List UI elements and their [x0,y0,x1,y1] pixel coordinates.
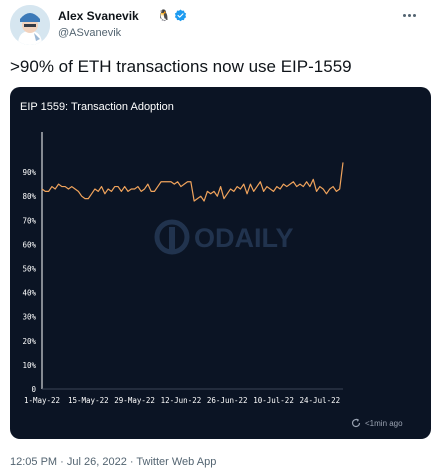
updated-label: <1min ago [365,419,403,428]
x-tick-label: 24-Jul-22 [300,396,341,405]
x-tick-label: 29-May-22 [114,396,155,405]
series-line [41,162,344,202]
refresh-icon [351,418,361,428]
x-tick-label: 1-May-22 [24,396,60,405]
tweet-time-link[interactable]: 12:05 PM · Jul 26, 2022 [10,456,127,468]
y-tick-label: 20% [22,337,36,346]
watermark-text: ODAILY [194,223,294,253]
y-tick-label: 70% [22,216,36,225]
x-tick-label: 26-Jun-22 [207,396,248,405]
x-tick-label: 10-Jul-22 [253,396,294,405]
avatar[interactable] [10,5,50,45]
y-tick-label: 60% [22,240,36,249]
avatar-image [10,5,50,45]
y-tick-label: 50% [22,265,36,274]
penguin-emoji: 🐧 [157,10,171,22]
y-tick-label: 0 [31,385,36,394]
tweet-text: >90% of ETH transactions now use EIP-155… [10,57,352,76]
y-tick-label: 40% [22,289,36,298]
odaily-watermark [154,219,190,255]
y-tick-label: 80% [22,192,36,201]
more-options-icon[interactable] [402,7,422,21]
chart-title: EIP 1559: Transaction Adoption [20,101,174,113]
tweet-timestamp: 12:05 PM · Jul 26, 2022 · Twitter Web Ap… [10,456,217,468]
y-tick-label: 30% [22,313,36,322]
verified-badge-icon [174,9,187,22]
y-tick-label: 90% [22,168,36,177]
y-tick-label: 10% [22,361,36,370]
x-tick-label: 12-Jun-22 [161,396,202,405]
tweet-source-link[interactable]: Twitter Web App [136,456,217,468]
chart-card[interactable]: EIP 1559: Transaction Adoption ODAILY 0 10… [10,87,431,439]
author-name[interactable]: Alex Svanevik [58,9,139,23]
chart: ODAILY 0 10% 20% 30% 40% 50% 60% 70% 80% 90% 1-May-… [22,132,344,405]
x-tick-label: 15-May-22 [68,396,109,405]
author-handle[interactable]: @ASvanevik [58,27,122,39]
